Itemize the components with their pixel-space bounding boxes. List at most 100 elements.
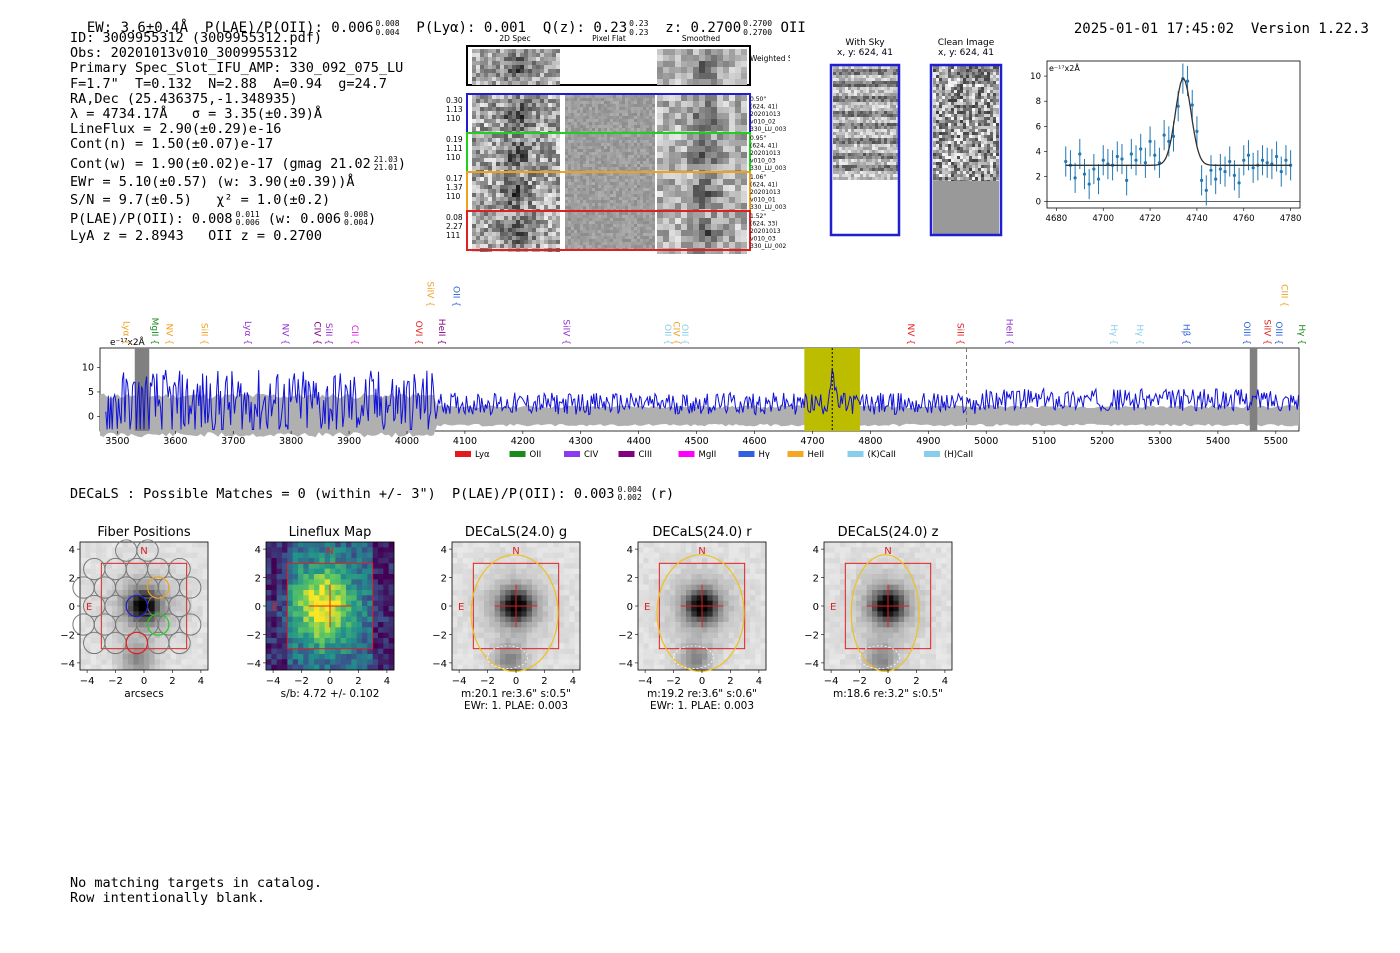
cutout-left-label: 0.17 (446, 174, 463, 183)
fit-point (1078, 152, 1082, 156)
decals-panel-sublabel: EWr: 1. PLAE: 0.003 (464, 700, 568, 712)
cutout-right-label: 0.95" (750, 135, 766, 142)
decals-header-band: (r) (649, 486, 675, 502)
clean-image-coords: x, y: 624, 41 (938, 48, 994, 58)
decals-panel-title: DECaLS(24.0) z (838, 525, 939, 540)
spectrum-plot: e⁻¹⁷x2Å 3500 3600 3700 3800 3900 4000 4100 4200 4… (82, 281, 1306, 460)
cutout-flat-1 (565, 134, 655, 173)
decals-ytick-label: 4 (813, 545, 819, 556)
spectrum-ytick-label: 0 (88, 411, 94, 422)
header-plae-lo: 0.004 (375, 28, 400, 37)
spectrum-line-label: CII { (349, 325, 359, 345)
info-line: ID: 3009955312 (3009955312.pdf) (70, 30, 322, 46)
cutout-right-label: v010_03 (750, 158, 776, 165)
fiber-circle (115, 539, 138, 562)
decals-ytick-label: 2 (627, 574, 633, 585)
spectrum-error-band (100, 392, 1299, 438)
fiber-circle (125, 557, 149, 581)
decals-ytick-label: 4 (255, 545, 261, 556)
east-label: E (458, 602, 464, 613)
decals-xtick-label: 2 (355, 676, 361, 687)
spectrum-line-label: SiIV { (560, 319, 570, 345)
cutout-right-label: 20201013 (750, 189, 781, 196)
decals-panel-image (266, 542, 395, 671)
north-label: N (140, 546, 147, 557)
spectrum-xtick-label: 4000 (395, 436, 419, 447)
decals-xtick-label: 4 (756, 676, 762, 687)
fit-xtick-label: 4680 (1046, 214, 1068, 224)
cutout-flat-2 (565, 173, 655, 212)
with-sky-title: With Sky (845, 38, 885, 48)
spectrum-xtick-label: 4800 (858, 436, 882, 447)
decals-xtick-label: 0 (327, 676, 333, 687)
decals-ytick-label: 2 (813, 574, 819, 585)
cutout-smooth-1 (657, 134, 747, 176)
spectrum-line-label: Hγ { (1296, 324, 1306, 345)
neighbor-ellipse (859, 645, 900, 669)
clean-image-frame (929, 63, 1003, 237)
fit-point (1289, 163, 1293, 167)
decals-ytick-label: 2 (255, 574, 261, 585)
decals-ytick-label: 4 (441, 545, 447, 556)
fit-point (1064, 159, 1068, 164)
decals-xtick-label: −2 (480, 676, 495, 687)
cutout-row-frame (466, 210, 751, 251)
info-plae: P(LAE)/P(OII): 0.008 0.011 0.006 (w: 0.006… (70, 210, 377, 228)
weighted-sum-smoothed (657, 49, 747, 85)
decals-panel-title: Lineflux Map (289, 525, 372, 540)
fit-point (1185, 79, 1190, 83)
cutout-left-label: 1.11 (446, 144, 463, 153)
decals-xtick-label: 0 (885, 676, 891, 687)
decals-aperture-box (472, 562, 560, 650)
spectrum-line-label: CIII { (1279, 284, 1289, 307)
header-plae-hi: 0.008 (375, 19, 400, 28)
cutout-right-label: 330_LU_002 (750, 243, 787, 250)
decals-aperture-box (844, 562, 932, 650)
fiber-circle (179, 576, 202, 599)
header-version: Version 1.22.3 (1250, 21, 1369, 37)
north-label: N (698, 546, 705, 557)
decals-ytick-label: −2 (60, 630, 75, 641)
decals-ytick-label: −2 (804, 630, 819, 641)
header-plya: P(Lyα): 0.001 (416, 20, 526, 36)
fit-ytick-label: 0 (1036, 198, 1041, 208)
spectrum-line-label: OII { (662, 324, 672, 345)
spectrum-xtick-label: 4400 (627, 436, 651, 447)
clean-image-title: Clean Image (937, 38, 995, 48)
header-plae: P(LAE)/P(OII): 0.006 (204, 20, 374, 36)
fit-point (1251, 166, 1255, 170)
cutout-col-title-2: Smoothed (682, 34, 721, 43)
spectrum-xtick-label: 3700 (221, 436, 245, 447)
cutout-right-label: 1.52" (750, 213, 766, 220)
spectrum-legend-label: Hγ (759, 450, 770, 460)
cutout-left-label: 1.13 (446, 105, 463, 114)
fiber-circle-highlight (125, 631, 149, 655)
info-contw-lo: 21.01 (373, 162, 398, 172)
spectrum-unit-label: e⁻¹⁷x2Å (110, 336, 146, 348)
info-sn: S/N = 9.7(±0.5) χ² = 1.0(±0.2) (70, 192, 331, 209)
decals-ytick-label: −2 (246, 630, 261, 641)
header-z-lo: 0.2700 (743, 28, 773, 37)
spectrum-legend-label: MgII (699, 450, 717, 460)
cutout-flat-0 (565, 95, 655, 134)
info-line: Obs: 20201013v010_3009955312 (70, 45, 298, 62)
fit-point (1237, 181, 1241, 185)
with-sky-title-block: With Sky x, y: 624, 41 (825, 38, 905, 58)
decals-ytick-label: −4 (246, 659, 261, 670)
cutout-right-label: 1.06" (750, 174, 766, 181)
spectrum-line-label: OIII { (1241, 321, 1251, 345)
spectrum-line-label: SiII { (198, 323, 208, 345)
spectrum-line-label: OVI { (413, 321, 423, 345)
line-fit-plot: e⁻¹⁷x2Å 4680 4700 4720 4740 4760 4780 0 2 4 6 8 10 (1030, 60, 1301, 224)
fit-point (1260, 158, 1265, 162)
cutout-right-label: 20201013 (750, 228, 781, 235)
decals-panel: Fiber Positions N E −4 −4 −2 −2 0 0 2 2 4 4 arcsecs (60, 525, 209, 700)
galaxy-ellipse (470, 554, 559, 673)
with-sky-coords: x, y: 624, 41 (837, 48, 893, 58)
decals-xtick-label: 2 (169, 676, 175, 687)
fiber-circle-highlight (146, 576, 170, 599)
fit-point (1242, 158, 1246, 162)
galaxy-ellipse (656, 554, 745, 673)
fit-xtick-label: 4760 (1233, 214, 1255, 224)
